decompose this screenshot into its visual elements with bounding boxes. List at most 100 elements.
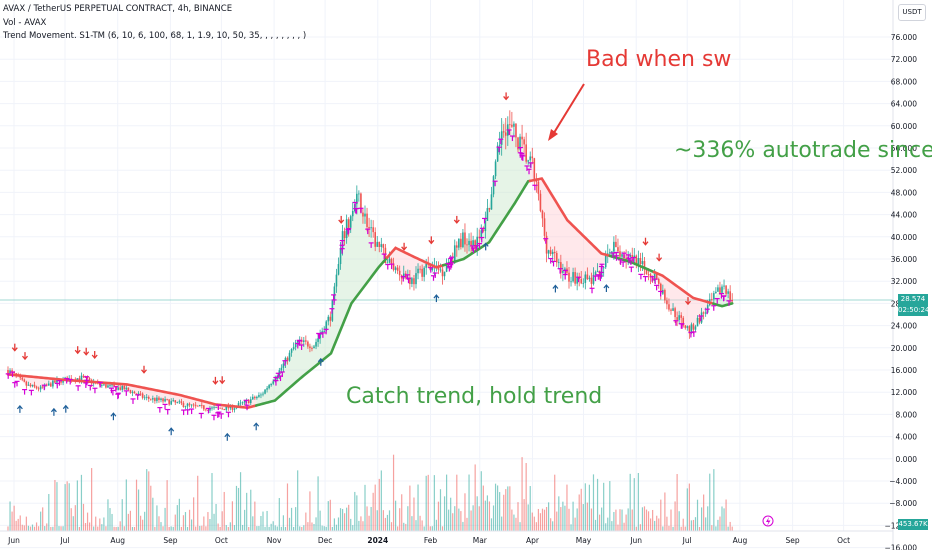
candle-body [31, 384, 34, 387]
volume-bar [97, 526, 99, 531]
x-tick-label: Jul [682, 536, 692, 545]
current-price-label: 28.574 02:50:24 [898, 294, 929, 316]
time-axis[interactable]: Jun Jul Aug Sep Oct Nov Dec 2024 Feb Mar Apr May Jun… [0, 530, 893, 545]
y-tick-label: 0.000 [896, 455, 918, 464]
volume-bar [707, 506, 709, 531]
lightning-icon[interactable] [762, 515, 774, 527]
volume-bar [80, 474, 83, 531]
signal-marker [630, 257, 636, 263]
candle-body [386, 262, 389, 264]
volume-bar [692, 519, 695, 531]
y-tick-label: 32.000 [891, 277, 917, 286]
volume-bar [191, 519, 193, 531]
candle-body [372, 227, 374, 233]
volume-bar [199, 525, 201, 531]
candle-body [101, 384, 103, 386]
candle-body [682, 317, 685, 326]
volume-bar [27, 525, 29, 531]
candle-body [549, 250, 552, 254]
annotation-autotrade: ~336% autotrade since [674, 138, 932, 163]
signal-marker [496, 146, 502, 153]
volume-bar [688, 483, 690, 531]
candle-body [160, 398, 162, 401]
volume-bar [590, 508, 593, 531]
signal-marker [205, 407, 211, 414]
volume-bar [709, 473, 711, 531]
candle-body [478, 236, 481, 239]
volume-bar [490, 518, 493, 531]
candle-body [472, 240, 474, 246]
candle-body [335, 274, 338, 287]
candle-body [237, 403, 240, 407]
volume-bar [299, 526, 301, 531]
currency-button[interactable]: USDT [898, 4, 926, 21]
candle-body [647, 274, 650, 275]
volume-bar [42, 507, 44, 531]
trend-line-segment [652, 270, 715, 306]
candle-body [152, 398, 154, 400]
volume-bar [395, 500, 397, 531]
candle-body [660, 283, 662, 294]
volume-bar [121, 499, 123, 531]
volume-bar [574, 517, 576, 531]
volume-bar [535, 522, 537, 531]
candle-body [150, 398, 152, 400]
price-axis[interactable]: 76.000 72.000 68.000 64.000 60.000 56.000 52.0… [884, 0, 917, 550]
candle-body [480, 230, 483, 239]
buy-arrow-icon [253, 422, 260, 431]
volume-bar [711, 525, 713, 531]
volume-bar [525, 463, 527, 531]
candle-body [431, 267, 434, 270]
volume-bar [156, 505, 158, 531]
candle-body [247, 399, 250, 404]
volume-bar [344, 513, 346, 531]
volume-bar [505, 489, 507, 531]
volume-bar [497, 485, 499, 531]
volume-bar [662, 526, 664, 531]
signal-marker [135, 394, 141, 400]
signal-marker [83, 382, 89, 388]
candle-body [294, 342, 297, 348]
candle-body [184, 406, 187, 408]
y-tick-label: 8.000 [896, 410, 918, 419]
y-tick-label: 56.000 [891, 144, 917, 153]
volume-bar [446, 474, 448, 531]
candle-body [649, 274, 652, 278]
candle-body [504, 132, 507, 136]
volume-bar [15, 520, 17, 531]
volume-bar [235, 485, 238, 531]
volume-bar [99, 518, 101, 531]
buy-arrow-icon [50, 407, 57, 416]
candle-body [568, 272, 570, 282]
candle-body [570, 281, 572, 283]
volume-bar [462, 521, 464, 531]
volume-bar [596, 478, 599, 531]
candle-body [645, 269, 648, 275]
candle-body [303, 340, 305, 342]
candle-body [670, 309, 672, 311]
signal-marker [130, 398, 136, 404]
volume-bar [399, 508, 401, 531]
volume-bar [264, 526, 266, 531]
signal-marker [658, 290, 664, 297]
volume-bar [293, 526, 295, 531]
x-tick-label: Jun [7, 536, 20, 545]
volume-bar [166, 480, 168, 531]
candle-body [254, 396, 256, 399]
candle-body [243, 400, 246, 403]
candle-body [378, 241, 381, 247]
candle-body [262, 393, 264, 395]
volume-bar [660, 499, 662, 531]
candle-body [307, 341, 309, 347]
volume-bar [680, 526, 682, 531]
signal-marker [316, 333, 322, 339]
volume-bar [384, 517, 386, 531]
candle-body [500, 131, 503, 145]
volume-bar [425, 475, 427, 531]
signal-marker [5, 373, 11, 379]
volume-bar [193, 497, 195, 531]
signal-marker [506, 129, 512, 135]
candle-body [553, 251, 556, 254]
buy-arrow-icon [16, 404, 23, 413]
